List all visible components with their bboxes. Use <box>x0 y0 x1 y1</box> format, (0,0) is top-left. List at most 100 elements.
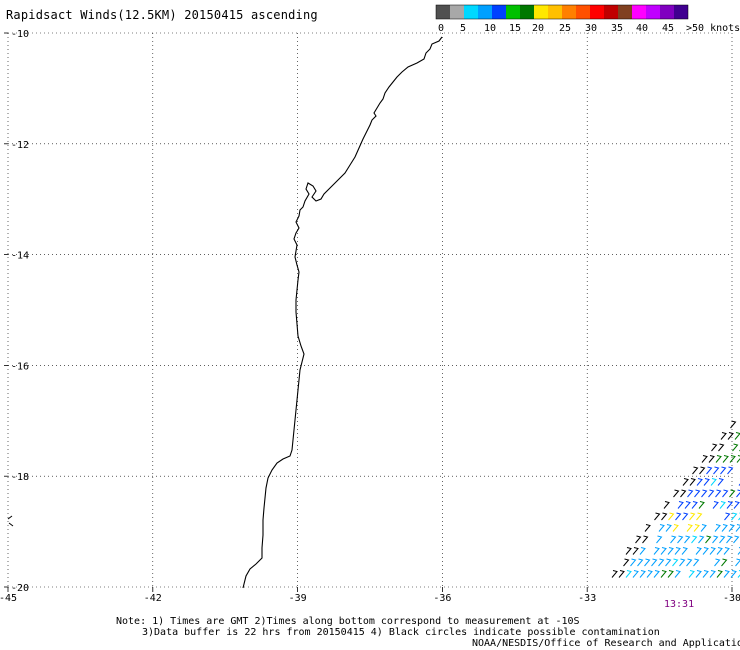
wind-barb <box>654 512 661 521</box>
lon-tick-label: -39 <box>289 593 307 604</box>
wind-barb <box>689 512 696 521</box>
wind-barb <box>688 570 695 578</box>
wind-barb <box>656 535 663 544</box>
wind-barb <box>732 443 739 452</box>
wind-barb <box>722 455 729 463</box>
wind-barb <box>726 501 733 509</box>
wind-barb <box>695 570 702 578</box>
wind-barb <box>736 455 740 463</box>
wind-barb <box>675 512 682 521</box>
colorbar-swatch <box>506 5 520 19</box>
lat-tick-label: -18 <box>11 472 29 483</box>
wind-barb <box>712 501 719 509</box>
wind-barb <box>625 547 632 555</box>
wind-barb <box>736 489 740 498</box>
wind-barb <box>730 420 737 429</box>
colorbar-label: >50 knots <box>686 23 740 34</box>
colorbar-swatch <box>632 5 646 19</box>
wind-barb <box>702 547 709 555</box>
colorbar-swatch <box>548 5 562 19</box>
wind-barb <box>672 524 679 532</box>
wind-barb <box>674 570 681 578</box>
wind-speed-colorbar: 0 5 10 15 20 25 30 35 40 45 >50 knots <box>435 4 740 34</box>
wind-barb <box>723 570 730 578</box>
wind-barb <box>695 547 702 555</box>
wind-barb <box>720 432 727 440</box>
wind-barb <box>660 570 667 578</box>
wind-barb <box>727 466 734 475</box>
wind-barb <box>611 570 618 578</box>
wind-barb <box>715 489 722 498</box>
axis-labels: -45 -42 -39 -36 -33 -30 -10 -12 -14 -16 -18 -20 <box>0 29 740 604</box>
colorbar-swatch <box>562 5 576 19</box>
wind-barb <box>653 570 660 578</box>
wind-barb <box>687 489 694 498</box>
wind-barb <box>692 466 699 475</box>
wind-barb <box>734 432 740 440</box>
wind-barb <box>694 489 701 498</box>
lat-tick-label: -16 <box>11 361 29 372</box>
wind-barb <box>696 512 703 521</box>
colorbar-swatch <box>492 5 506 19</box>
wind-barb <box>713 466 720 475</box>
wind-barb <box>693 524 700 532</box>
wind-barb <box>639 547 646 555</box>
colorbar-label: 15 <box>509 23 521 34</box>
wind-barb <box>703 478 710 486</box>
wind-barb <box>719 501 726 509</box>
wind-barb <box>673 489 680 498</box>
wind-barb <box>712 535 719 544</box>
wind-barb <box>721 524 728 532</box>
wind-barb <box>665 524 672 532</box>
wind-barb <box>644 524 651 532</box>
note-line-2: 3)Data buffer is 22 hrs from 20150415 4)… <box>142 627 660 638</box>
wind-barb <box>684 535 691 544</box>
colorbar-frame <box>435 4 689 20</box>
wind-barb <box>681 547 688 555</box>
wind-barb <box>728 524 735 532</box>
wind-barb <box>701 455 708 463</box>
wind-barb <box>726 535 733 544</box>
colorbar-swatch <box>618 5 632 19</box>
wind-barb <box>730 570 737 578</box>
wind-barb <box>665 558 672 567</box>
wind-barb <box>623 558 630 567</box>
wind-barb <box>709 570 716 578</box>
wind-barb <box>735 558 740 567</box>
colorbar-label: 20 <box>532 23 544 34</box>
wind-barb <box>653 547 660 555</box>
wind-barb <box>677 535 684 544</box>
wind-barb <box>720 466 727 475</box>
lat-tick-label: -14 <box>11 251 29 262</box>
colorbar-swatch <box>660 5 674 19</box>
wind-barb <box>708 455 715 463</box>
colorbar-label: 0 <box>438 23 444 34</box>
colorbar-label: 10 <box>484 23 496 34</box>
colorbar-swatch <box>646 5 660 19</box>
wind-barb <box>651 558 658 567</box>
lon-tick-label: -45 <box>0 593 17 604</box>
note-line-1: Note: 1) Times are GMT 2)Times along bot… <box>116 616 580 627</box>
wind-barb <box>672 558 679 567</box>
colorbar-swatch <box>520 5 534 19</box>
wind-barb <box>693 558 700 567</box>
colorbar-swatch <box>478 5 492 19</box>
wind-barb <box>7 515 14 527</box>
wind-barb <box>735 524 740 532</box>
colorbar-swatch <box>576 5 590 19</box>
wind-barb <box>691 535 698 544</box>
wind-barb <box>719 535 726 544</box>
wind-barb <box>710 478 717 486</box>
axis-ticks <box>4 32 733 592</box>
wind-barb <box>637 558 644 567</box>
wind-barb <box>674 547 681 555</box>
wind-barb <box>705 535 712 544</box>
wind-barb <box>727 432 734 440</box>
colorbar-label: 35 <box>611 23 623 34</box>
lat-tick-label: -10 <box>11 29 29 40</box>
colorbar-swatch <box>464 5 478 19</box>
wind-barb <box>684 501 691 509</box>
lon-tick-label: -36 <box>433 593 451 604</box>
